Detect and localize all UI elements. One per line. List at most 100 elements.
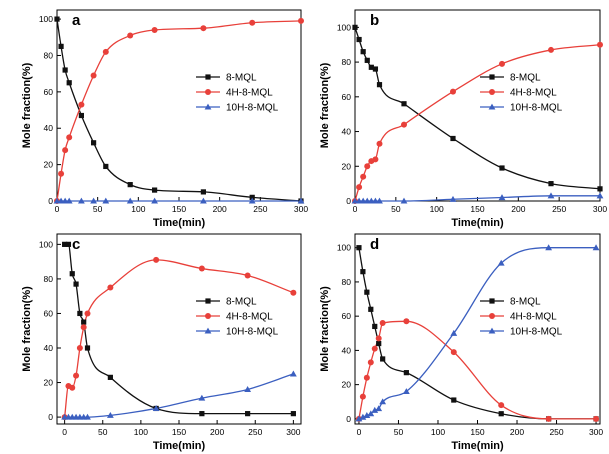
legend-marker — [205, 313, 211, 319]
data-point-8-mql — [78, 112, 84, 119]
legend-label: 8-MQL — [226, 73, 257, 84]
data-point-4h-8-mql — [62, 147, 69, 154]
data-point-10h-8-mql — [90, 197, 97, 204]
y-tick-label: 0 — [48, 196, 53, 206]
y-tick-label: 40 — [342, 127, 352, 137]
x-tick-label: 0 — [353, 204, 358, 214]
y-tick-label: 80 — [342, 277, 352, 287]
data-point-10h-8-mql — [248, 197, 256, 204]
legend-label: 10H-8-MQL — [226, 327, 279, 338]
x-tick-label: 100 — [134, 427, 148, 437]
legend-label: 4H-8-MQL — [226, 88, 273, 99]
data-point-8-mql — [77, 310, 83, 317]
data-point-8-mql — [368, 306, 374, 312]
x-tick-label: 200 — [511, 204, 525, 214]
x-axis-title: Time(min) — [153, 440, 206, 452]
panel-letter: d — [370, 236, 379, 253]
x-tick-label: 150 — [172, 427, 186, 437]
data-point-8-mql — [451, 397, 457, 403]
legend-label: 10H-8-MQL — [510, 103, 563, 114]
legend-marker — [489, 298, 495, 304]
data-point-4h-8-mql — [364, 163, 371, 170]
data-point-4h-8-mql — [153, 256, 160, 263]
data-point-8-mql — [403, 370, 409, 376]
chart-panel-c: 0 50 100 150 200 250 300 0 20 40 60 80 100 Time(min) M… — [21, 233, 302, 452]
y-tick-label: 40 — [44, 123, 54, 133]
data-point-4h-8-mql — [401, 121, 407, 128]
data-point-10h-8-mql — [102, 197, 110, 204]
data-point-8-mql — [401, 101, 407, 107]
data-point-4h-8-mql — [545, 415, 552, 422]
x-tick-label: 100 — [430, 204, 444, 214]
data-point-10h-8-mql — [545, 244, 553, 251]
y-tick-label: 20 — [44, 160, 54, 170]
y-tick-label: 0 — [48, 412, 53, 422]
data-point-4h-8-mql — [73, 372, 80, 379]
data-point-4h-8-mql — [244, 272, 251, 279]
y-axis-title: Mole fraction(%) — [21, 286, 33, 372]
x-tick-label: 200 — [213, 204, 227, 214]
data-point-8-mql — [103, 163, 109, 170]
x-tick-label: 150 — [470, 204, 484, 214]
data-point-8-mql — [360, 269, 366, 275]
data-point-10h-8-mql — [152, 405, 160, 412]
data-point-10h-8-mql — [547, 192, 555, 199]
chart-panel-b: 0 50 100 150 200 250 300 0 20 40 60 80 100 Time(min) M… — [319, 9, 607, 229]
x-axis-title: Time(min) — [451, 440, 504, 452]
data-point-8-mql — [199, 411, 205, 417]
y-tick-label: 40 — [342, 345, 352, 355]
data-point-4h-8-mql — [498, 402, 505, 409]
y-tick-label: 0 — [346, 414, 351, 424]
data-point-4h-8-mql — [249, 19, 256, 26]
data-point-8-mql — [372, 323, 378, 330]
data-point-4h-8-mql — [499, 60, 505, 67]
data-point-8-mql — [54, 16, 60, 22]
legend: 8-MQL 4H-8-MQL 10H-8-MQL — [196, 73, 279, 114]
data-point-10h-8-mql — [367, 410, 375, 417]
legend-marker — [489, 313, 495, 319]
data-point-8-mql — [597, 186, 603, 192]
data-point-8-mql — [107, 374, 113, 380]
x-tick-label: 100 — [431, 427, 445, 437]
x-tick-label: 250 — [549, 427, 563, 437]
y-tick-label: 0 — [346, 196, 351, 206]
data-point-8-mql — [200, 189, 206, 195]
data-point-8-mql — [84, 345, 91, 351]
legend-marker — [488, 327, 496, 334]
y-tick-label: 100 — [39, 14, 53, 24]
data-point-10h-8-mql — [126, 197, 134, 204]
y-tick-label: 100 — [39, 239, 53, 249]
y-tick-label: 100 — [337, 22, 351, 32]
data-point-10h-8-mql — [244, 386, 252, 393]
legend-marker — [205, 89, 211, 95]
data-point-10h-8-mql — [379, 398, 387, 405]
data-point-4h-8-mql — [360, 173, 367, 180]
data-point-10h-8-mql — [592, 244, 600, 251]
data-point-10h-8-mql — [376, 197, 383, 204]
x-tick-label: 50 — [98, 427, 108, 437]
y-tick-label: 40 — [44, 343, 54, 353]
y-tick-label: 100 — [337, 243, 351, 253]
data-point-4h-8-mql — [548, 46, 554, 53]
legend-label: 10H-8-MQL — [510, 327, 563, 338]
data-point-8-mql — [356, 245, 362, 251]
data-point-10h-8-mql — [78, 197, 85, 204]
data-point-8-mql — [65, 241, 72, 247]
panel-letter: b — [370, 12, 379, 29]
data-point-4h-8-mql — [356, 184, 363, 191]
data-point-8-mql — [66, 80, 72, 86]
x-tick-label: 250 — [552, 204, 566, 214]
data-point-10h-8-mql — [363, 412, 371, 418]
y-tick-label: 60 — [342, 311, 352, 321]
x-tick-label: 0 — [62, 427, 67, 437]
data-point-4h-8-mql — [102, 48, 109, 55]
data-point-8-mql — [91, 140, 97, 146]
legend-marker — [489, 89, 495, 95]
data-point-10h-8-mql — [106, 411, 114, 418]
x-axis-title: Time(min) — [451, 217, 504, 229]
data-point-10h-8-mql — [289, 370, 297, 377]
x-tick-label: 150 — [172, 204, 186, 214]
data-point-4h-8-mql — [376, 140, 383, 147]
data-point-8-mql — [62, 67, 68, 73]
